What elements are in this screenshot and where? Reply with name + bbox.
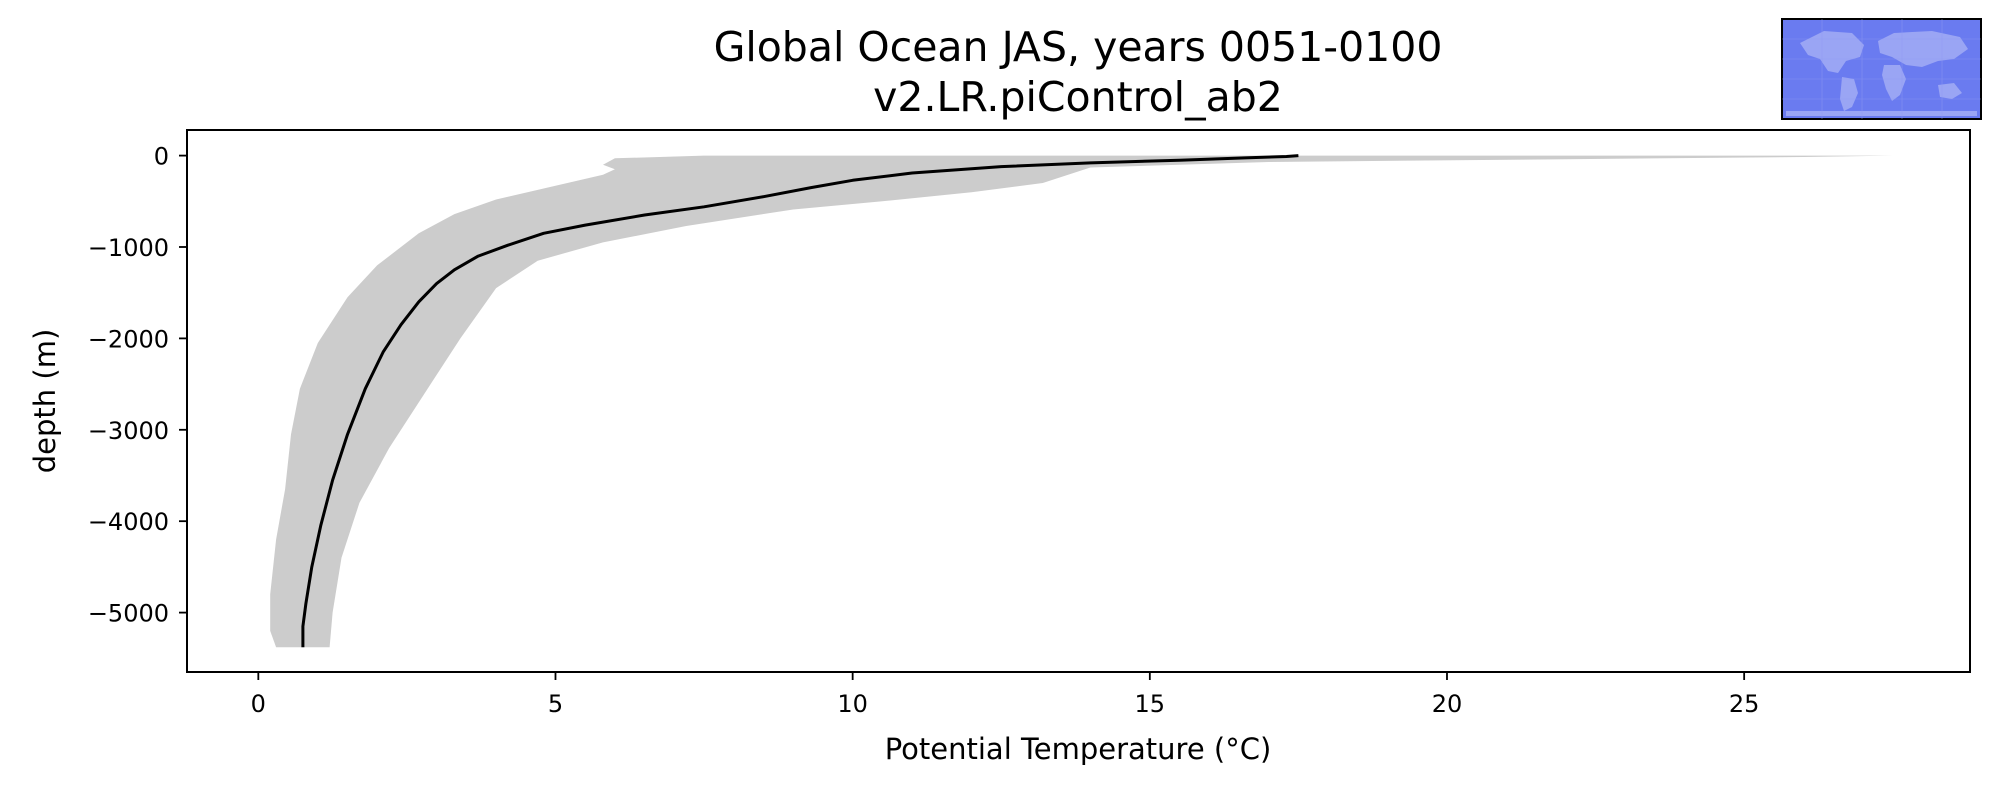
y-tick-label: −3000 — [88, 417, 169, 445]
x-tick-label: 5 — [548, 690, 563, 718]
x-tick-label: 0 — [251, 690, 266, 718]
chart-title: Global Ocean JAS, years 0051-0100 — [714, 23, 1443, 71]
plot-frame — [186, 129, 1971, 673]
mean-line — [301, 154, 1299, 648]
x-tick-label: 10 — [837, 690, 868, 718]
x-axis-label: Potential Temperature (°C) — [885, 732, 1272, 766]
x-tick-label: 15 — [1135, 690, 1166, 718]
axis-ticks: 0 5 10 15 20 25 0 −1000 −2000 −3000 −4000 −5000 — [88, 143, 1760, 718]
y-tick-label: −4000 — [88, 508, 169, 536]
chart-subtitle: v2.LR.piControl_ab2 — [873, 73, 1283, 121]
y-tick-label: −5000 — [88, 600, 169, 628]
y-tick-label: 0 — [154, 143, 169, 171]
x-tick-label: 25 — [1729, 690, 1760, 718]
y-tick-label: −2000 — [88, 325, 169, 353]
y-tick-label: −1000 — [88, 234, 169, 262]
range-band — [270, 155, 1893, 648]
y-axis-label: depth (m) — [28, 329, 62, 474]
world-map-region-icon — [1781, 18, 1982, 120]
x-tick-label: 20 — [1432, 690, 1463, 718]
plot-area — [270, 154, 1893, 648]
